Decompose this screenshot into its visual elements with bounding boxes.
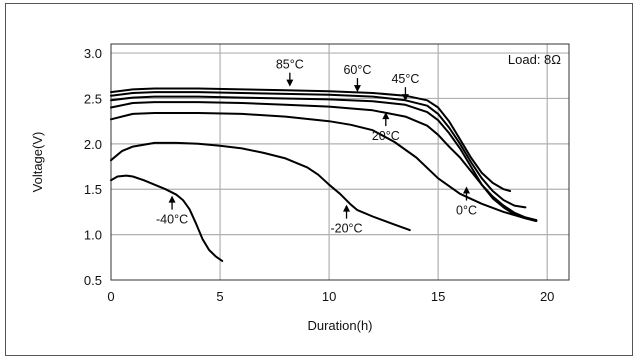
x-tick-label: 10 (322, 289, 336, 304)
annotation-label: 60°C (343, 63, 371, 77)
annotation-label: 85°C (276, 58, 304, 72)
series-lines (110, 87, 538, 262)
annotation-6: -40°C (156, 195, 188, 227)
annotation-label: 20°C (372, 129, 400, 143)
series-line (110, 95, 538, 222)
annotation-label: -20°C (330, 222, 362, 236)
x-tick-label: 0 (107, 289, 114, 304)
chart-frame (5, 3, 633, 356)
series-line (110, 141, 411, 232)
annotations: 85°C 60°C 45°C 20°C 0°C -20°C -40°C (156, 58, 477, 236)
y-tick-label: 0.5 (84, 273, 102, 288)
x-tick-label: 15 (431, 289, 445, 304)
plot-area (110, 43, 570, 281)
x-tick-label: 20 (540, 289, 554, 304)
series-line (110, 174, 224, 262)
x-axis-label: Duration(h) (307, 318, 372, 333)
y-tick-label: 2.0 (84, 137, 102, 152)
annotation-1: 60°C (343, 63, 371, 93)
series-line (110, 101, 538, 222)
series-line (110, 112, 538, 222)
annotation-label: -40°C (156, 213, 188, 227)
x-tick-label: 5 (216, 289, 223, 304)
annotation-label: 45°C (391, 72, 419, 86)
grid (111, 44, 569, 280)
y-tick-label: 1.5 (84, 182, 102, 197)
series-line (110, 87, 512, 192)
annotation-5: -20°C (330, 204, 363, 236)
y-axis-label: Voltage(V) (30, 132, 45, 193)
annotation-3: 20°C (372, 112, 400, 143)
annotation-0: 85°C (276, 58, 304, 87)
annotation-label: 0°C (456, 204, 477, 218)
x-axis: 0 5 10 15 20 (107, 289, 554, 304)
series-line (110, 91, 527, 209)
legend-load-label: Load: 8Ω (508, 52, 561, 67)
annotation-4: 0°C (456, 186, 477, 218)
y-tick-label: 1.0 (84, 228, 102, 243)
y-axis: 0.5 1.0 1.5 2.0 2.5 3.0 (84, 46, 102, 288)
y-tick-label: 2.5 (84, 91, 102, 106)
y-tick-label: 3.0 (84, 46, 102, 61)
annotation-2: 45°C (391, 72, 419, 102)
